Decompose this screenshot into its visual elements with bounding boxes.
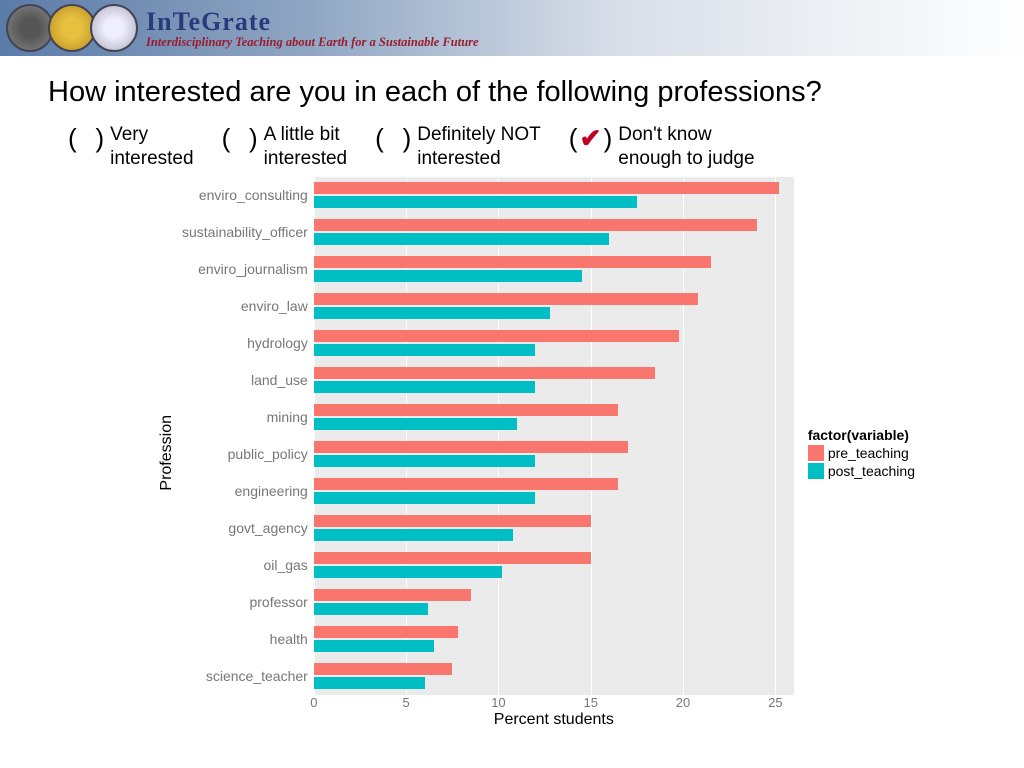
legend-swatch — [808, 445, 824, 461]
survey-option-1[interactable]: ( )A little bitinterested — [222, 123, 348, 171]
check-icon: ✔ — [580, 123, 602, 153]
bar-post_teaching — [314, 381, 536, 393]
legend-swatch — [808, 463, 824, 479]
logo-circle-3 — [90, 4, 138, 52]
bar-pre_teaching — [314, 589, 471, 601]
bar-post_teaching — [314, 492, 536, 504]
bar-pre_teaching — [314, 552, 591, 564]
y-tick-label: govt_agency — [182, 520, 308, 536]
bar-pre_teaching — [314, 330, 680, 342]
bar-pre_teaching — [314, 626, 458, 638]
logo-circle-1 — [6, 4, 54, 52]
option-label: Definitely NOTinterested — [417, 123, 541, 171]
header-banner: InTeGrate Interdisciplinary Teaching abo… — [0, 0, 1024, 56]
legend-item-post_teaching: post_teaching — [808, 463, 915, 479]
bar-post_teaching — [314, 344, 536, 356]
y-axis-labels: enviro_consulting sustainability_officere… — [182, 177, 314, 695]
bar-pre_teaching — [314, 293, 698, 305]
survey-options: ( )Veryinterested( )A little bitinterest… — [68, 123, 994, 171]
chart-plot-area — [314, 177, 794, 695]
legend-label: pre_teaching — [828, 445, 909, 461]
page-title: How interested are you in each of the fo… — [48, 76, 994, 109]
bar-post_teaching — [314, 233, 609, 245]
y-tick-label: hydrology — [182, 335, 308, 351]
paren-icon: ( ✔ ) — [569, 125, 612, 151]
bar-pre_teaching — [314, 256, 711, 268]
gridline — [314, 177, 315, 695]
y-tick-label: enviro_consulting — [182, 187, 308, 203]
gridline — [591, 177, 592, 695]
gridline — [775, 177, 776, 695]
y-tick-label: land_use — [182, 372, 308, 388]
x-tick-label: 20 — [676, 695, 690, 710]
brand-subtitle: Interdisciplinary Teaching about Earth f… — [146, 35, 479, 50]
gridline — [498, 177, 499, 695]
bar-pre_teaching — [314, 515, 591, 527]
gridline — [406, 177, 407, 695]
y-tick-label: enviro_law — [182, 298, 308, 314]
bar-post_teaching — [314, 566, 502, 578]
bar-post_teaching — [314, 640, 434, 652]
x-tick-label: 0 — [310, 695, 317, 710]
brand-block: InTeGrate Interdisciplinary Teaching abo… — [146, 7, 479, 50]
bar-post_teaching — [314, 196, 637, 208]
paren-icon: ( ) — [375, 125, 411, 151]
bar-pre_teaching — [314, 404, 619, 416]
y-axis-title: Profession — [158, 415, 176, 491]
bar-post_teaching — [314, 418, 517, 430]
bar-post_teaching — [314, 603, 428, 615]
brand-title: InTeGrate — [146, 7, 479, 37]
bar-post_teaching — [314, 529, 513, 541]
survey-option-0[interactable]: ( )Veryinterested — [68, 123, 194, 171]
x-tick-label: 15 — [584, 695, 598, 710]
option-label: A little bitinterested — [264, 123, 347, 171]
bar-pre_teaching — [314, 367, 656, 379]
bar-pre_teaching — [314, 182, 779, 194]
y-tick-label: mining — [182, 409, 308, 425]
bar-pre_teaching — [314, 478, 619, 490]
y-tick-label: professor — [182, 594, 308, 610]
y-tick-label: sustainability_officer — [182, 224, 308, 240]
legend-title: factor(variable) — [808, 427, 915, 443]
bar-post_teaching — [314, 270, 582, 282]
survey-option-2[interactable]: ( )Definitely NOTinterested — [375, 123, 541, 171]
paren-icon: ( ) — [222, 125, 258, 151]
gridline — [683, 177, 684, 695]
bar-pre_teaching — [314, 219, 757, 231]
logo-circle-2 — [48, 4, 96, 52]
legend-label: post_teaching — [828, 463, 915, 479]
bar-post_teaching — [314, 677, 425, 689]
option-label: Don't knowenough to judge — [618, 123, 754, 171]
bar-pre_teaching — [314, 663, 452, 675]
bar-post_teaching — [314, 307, 550, 319]
legend-item-pre_teaching: pre_teaching — [808, 445, 915, 461]
x-tick-label: 10 — [491, 695, 505, 710]
chart-legend: factor(variable) pre_teaching post_teachi… — [808, 427, 915, 479]
y-tick-label: public_policy — [182, 446, 308, 462]
y-tick-label: enviro_journalism — [182, 261, 308, 277]
y-tick-label: science_teacher — [182, 668, 308, 684]
y-tick-label: health — [182, 631, 308, 647]
x-axis-ticks: 0510152025 — [314, 695, 794, 713]
x-axis-title: Percent students — [314, 711, 794, 729]
option-label: Veryinterested — [110, 123, 193, 171]
y-tick-label: oil_gas — [182, 557, 308, 573]
paren-icon: ( ) — [68, 125, 104, 151]
y-tick-label: engineering — [182, 483, 308, 499]
x-tick-label: 5 — [402, 695, 409, 710]
bar-post_teaching — [314, 455, 536, 467]
x-tick-label: 25 — [768, 695, 782, 710]
survey-option-3[interactable]: ( ✔ )Don't knowenough to judge — [569, 123, 755, 171]
bar-pre_teaching — [314, 441, 628, 453]
